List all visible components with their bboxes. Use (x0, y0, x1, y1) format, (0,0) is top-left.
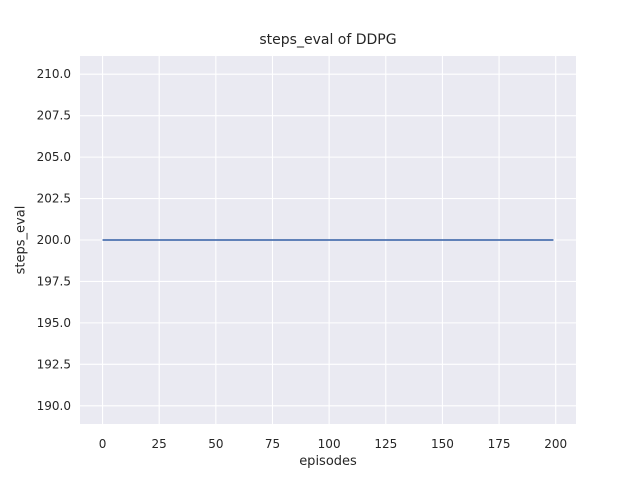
x-tick-label: 200 (544, 437, 567, 451)
x-tick-label: 75 (265, 437, 280, 451)
y-tick-label: 192.5 (37, 357, 71, 371)
y-tick-label: 195.0 (37, 316, 71, 330)
x-tick-label: 50 (208, 437, 223, 451)
y-tick-label: 205.0 (37, 150, 71, 164)
chart-title: steps_eval of DDPG (259, 32, 397, 48)
y-axis-label: steps_eval (13, 205, 29, 275)
y-tick-label: 190.0 (37, 399, 71, 413)
x-tick-label: 125 (374, 437, 397, 451)
x-tick-label: 150 (431, 437, 454, 451)
y-tick-label: 210.0 (37, 67, 71, 81)
x-tick-label: 0 (99, 437, 107, 451)
x-axis-label: episodes (299, 454, 357, 469)
y-tick-label: 207.5 (37, 109, 71, 123)
x-tick-label: 175 (488, 437, 511, 451)
y-tick-label: 202.5 (37, 192, 71, 206)
x-tick-label: 100 (318, 437, 341, 451)
y-tick-label: 197.5 (37, 274, 71, 288)
x-tick-label: 25 (152, 437, 167, 451)
y-tick-label: 200.0 (37, 233, 71, 247)
